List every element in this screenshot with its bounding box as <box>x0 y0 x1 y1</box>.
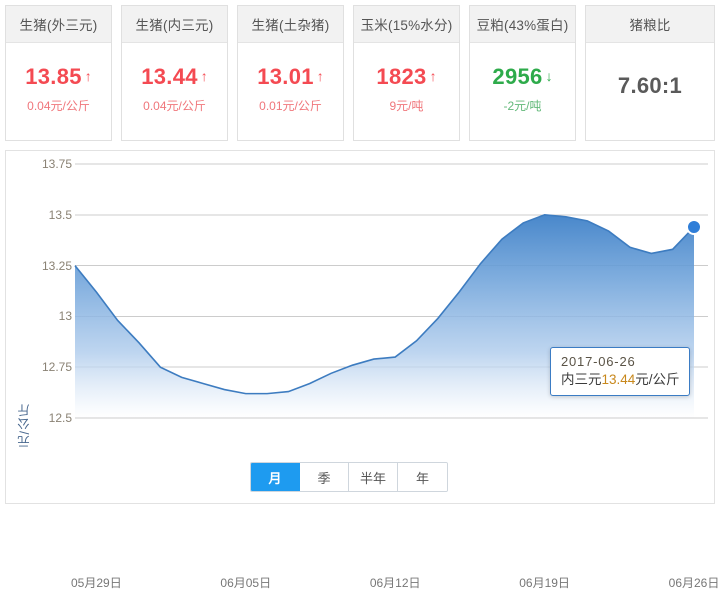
arrow-up-icon: ↑ <box>200 68 208 84</box>
y-axis-tick-label: 13.5 <box>48 207 72 222</box>
price-chart-panel: 元/公斤 12.5 12.75 13 13.25 13.5 13.75 05月29日 06月… <box>5 150 719 590</box>
range-tab-1[interactable]: 月 <box>251 463 300 491</box>
metric-card-3[interactable]: 生猪(土杂猪) 13.01 ↑ 0.01元/公斤 <box>237 5 344 141</box>
metric-value-line: 7.60:1 <box>617 72 683 98</box>
metric-value: 13.44 <box>141 64 198 89</box>
metric-card-4[interactable]: 玉米(15%水分) 1823 ↑ 9元/吨 <box>353 5 460 141</box>
arrow-up-icon: ↑ <box>429 68 437 84</box>
metric-card-1[interactable]: 生猪(外三元) 13.85 ↑ 0.04元/公斤 <box>5 5 112 141</box>
metric-delta: -2元/吨 <box>503 99 542 113</box>
metric-value: 13.01 <box>257 64 314 89</box>
metric-delta: 0.04元/公斤 <box>27 99 90 113</box>
area-chart-svg <box>74 163 708 419</box>
metric-value: 13.85 <box>25 64 82 89</box>
metric-card-body: 1823 ↑ 9元/吨 <box>354 43 459 141</box>
metric-delta: 9元/吨 <box>389 99 424 113</box>
metric-card-5[interactable]: 豆粕(43%蛋白) 2956 ↓ -2元/吨 <box>469 5 576 141</box>
metric-title: 猪粮比 <box>629 18 671 33</box>
metric-card-header: 生猪(外三元) <box>6 6 111 43</box>
metric-card-header: 生猪(内三元) <box>122 6 227 43</box>
metric-value-line: 1823 ↑ <box>376 66 436 88</box>
y-axis-tick-label: 12.75 <box>41 360 72 375</box>
metric-value-line: 13.01 ↑ <box>257 66 324 88</box>
metric-value: 2956 <box>492 64 543 89</box>
metric-value-line: 2956 ↓ <box>492 66 552 88</box>
tooltip-unit: 元/公斤 <box>635 372 680 387</box>
arrow-up-icon: ↑ <box>84 68 92 84</box>
series-line <box>74 213 695 395</box>
range-tab-4[interactable]: 年 <box>398 463 447 491</box>
metric-card-body: 13.44 ↑ 0.04元/公斤 <box>122 43 227 141</box>
highlight-point-marker[interactable] <box>686 218 702 235</box>
x-axis-tick-label: 05月29日 <box>70 576 122 590</box>
metric-card-6[interactable]: 猪粮比 7.60:1 <box>585 5 715 141</box>
area-fill <box>75 214 694 418</box>
metric-card-header: 生猪(土杂猪) <box>238 6 343 43</box>
tooltip-value-line: 内三元13.44元/公斤 <box>561 371 680 388</box>
y-axis-tick-label: 12.5 <box>48 411 72 425</box>
range-selector[interactable]: 月季半年年 <box>250 462 448 492</box>
x-axis-tick-label: 06月19日 <box>519 576 570 590</box>
metric-value-line: 13.44 ↑ <box>141 66 208 88</box>
metric-title: 生猪(土杂猪) <box>251 18 330 33</box>
metric-title: 玉米(15%水分) <box>360 18 453 33</box>
tooltip-date: 2017-06-26 <box>561 354 636 369</box>
metric-value-line: 13.85 ↑ <box>25 66 92 88</box>
metric-card-body: 7.60:1 <box>586 43 714 141</box>
chart-tooltip: 2017-06-26 内三元13.44元/公斤 <box>550 347 690 396</box>
y-axis-tick-label: 13.75 <box>41 157 72 171</box>
range-tab-2[interactable]: 季 <box>300 463 349 491</box>
x-axis-tick-label: 06月05日 <box>220 576 272 590</box>
metric-title: 生猪(内三元) <box>135 18 214 33</box>
x-axis-tick-label: 06月26日 <box>668 576 720 590</box>
y-axis-tick-label: 13.25 <box>41 258 72 273</box>
metric-card-body: 2956 ↓ -2元/吨 <box>470 43 575 141</box>
metric-card-2[interactable]: 生猪(内三元) 13.44 ↑ 0.04元/公斤 <box>121 5 228 141</box>
tooltip-series-label: 内三元 <box>561 372 602 387</box>
metric-card-body: 13.85 ↑ 0.04元/公斤 <box>6 43 111 141</box>
metrics-card-row: 生猪(外三元) 13.85 ↑ 0.04元/公斤 生猪(内三元) 13.44 ↑ 0.04元/… <box>0 0 720 146</box>
metric-card-body: 13.01 ↑ 0.01元/公斤 <box>238 43 343 141</box>
metric-card-header: 豆粕(43%蛋白) <box>470 6 575 43</box>
metric-value: 7.60:1 <box>617 72 683 98</box>
plot-area: 元/公斤 12.5 12.75 13 13.25 13.5 13.75 05月29日 06月… <box>6 151 719 590</box>
range-tab-3[interactable]: 半年 <box>349 463 398 491</box>
y-axis-tick-label: 13 <box>58 309 72 324</box>
metric-delta: 0.04元/公斤 <box>143 99 206 113</box>
arrow-down-icon: ↓ <box>545 68 553 84</box>
x-axis-tick-label: 06月12日 <box>369 576 421 590</box>
metric-card-header: 玉米(15%水分) <box>354 6 459 43</box>
metric-card-header: 猪粮比 <box>586 6 714 43</box>
tooltip-value: 13.44 <box>601 372 636 387</box>
metric-delta: 0.01元/公斤 <box>259 99 322 113</box>
metric-title: 豆粕(43%蛋白) <box>476 18 569 33</box>
metric-value: 1823 <box>376 64 427 89</box>
arrow-up-icon: ↑ <box>316 68 324 84</box>
metric-title: 生猪(外三元) <box>19 18 98 33</box>
